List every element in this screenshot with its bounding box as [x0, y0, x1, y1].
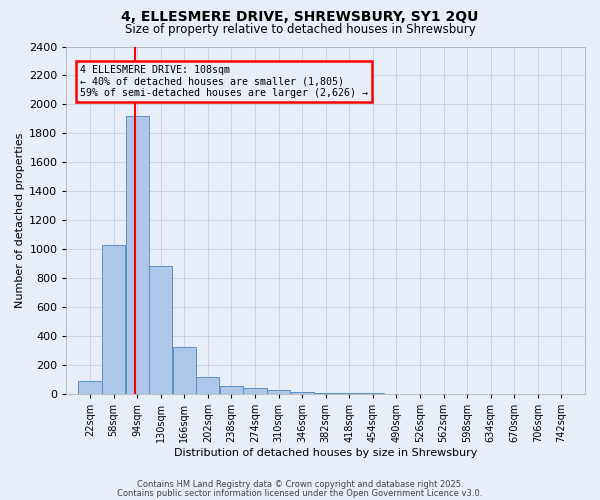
Bar	[173, 348, 196, 394]
Bar	[244, 388, 266, 394]
Text: 4 ELLESMERE DRIVE: 108sqm
← 40% of detached houses are smaller (1,805)
59% of se: 4 ELLESMERE DRIVE: 108sqm ← 40% of detac…	[80, 66, 368, 98]
Bar	[267, 390, 290, 394]
Bar	[125, 116, 149, 394]
Text: Size of property relative to detached houses in Shrewsbury: Size of property relative to detached ho…	[125, 22, 475, 36]
Y-axis label: Number of detached properties: Number of detached properties	[15, 132, 25, 308]
Text: Contains HM Land Registry data © Crown copyright and database right 2025.: Contains HM Land Registry data © Crown c…	[137, 480, 463, 489]
Bar	[290, 392, 314, 394]
Bar	[79, 380, 101, 394]
Bar	[149, 266, 172, 394]
Bar	[220, 386, 243, 394]
X-axis label: Distribution of detached houses by size in Shrewsbury: Distribution of detached houses by size …	[174, 448, 478, 458]
Text: 4, ELLESMERE DRIVE, SHREWSBURY, SY1 2QU: 4, ELLESMERE DRIVE, SHREWSBURY, SY1 2QU	[121, 10, 479, 24]
Bar	[102, 244, 125, 394]
Text: Contains public sector information licensed under the Open Government Licence v3: Contains public sector information licen…	[118, 490, 482, 498]
Bar	[196, 377, 220, 394]
Bar	[314, 393, 337, 394]
